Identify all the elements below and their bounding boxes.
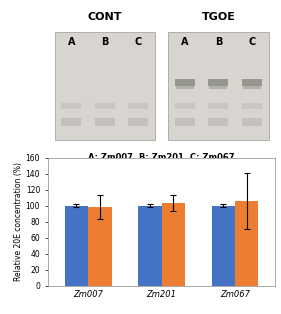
Bar — [209, 79, 228, 86]
Bar — [209, 103, 228, 109]
Text: C: C — [134, 37, 142, 47]
Bar — [243, 86, 261, 89]
Bar — [212, 206, 235, 286]
Y-axis label: Relative 20E concentration (%): Relative 20E concentration (%) — [14, 162, 23, 281]
Text: B: B — [101, 37, 108, 47]
Bar — [65, 206, 88, 286]
Bar — [242, 118, 262, 126]
Text: A: A — [181, 37, 189, 47]
Text: B: B — [215, 37, 222, 47]
Bar — [209, 118, 228, 126]
Bar — [128, 118, 148, 126]
Bar — [61, 118, 81, 126]
Bar — [168, 32, 269, 140]
Bar — [235, 201, 259, 286]
Text: A: Zm007, B: Zm201, C: Zm067: A: Zm007, B: Zm201, C: Zm067 — [88, 153, 235, 162]
Bar — [61, 103, 81, 109]
Bar — [95, 118, 115, 126]
Bar — [175, 118, 195, 126]
Bar — [242, 79, 262, 86]
Bar — [209, 86, 228, 89]
Bar — [175, 79, 195, 86]
Bar — [95, 103, 115, 109]
Text: C: C — [248, 37, 255, 47]
Text: A: A — [67, 37, 75, 47]
Bar — [162, 203, 185, 286]
Bar — [128, 103, 148, 109]
Bar — [242, 103, 262, 109]
Text: TGOE: TGOE — [201, 12, 235, 22]
Bar — [88, 207, 112, 286]
Text: CONT: CONT — [87, 12, 122, 22]
Bar — [176, 86, 194, 89]
Bar — [175, 103, 195, 109]
Bar — [138, 206, 162, 286]
Bar — [55, 32, 155, 140]
